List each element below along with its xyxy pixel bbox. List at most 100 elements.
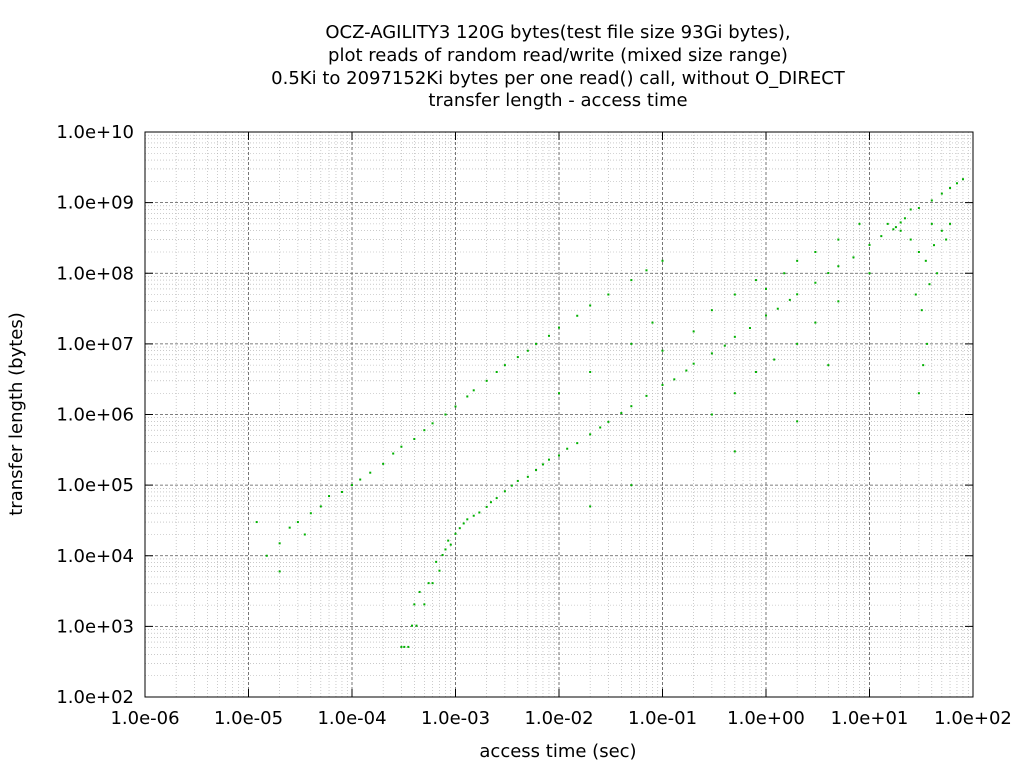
data-point	[478, 511, 481, 514]
data-point	[415, 624, 418, 627]
data-point	[589, 433, 592, 436]
data-point	[940, 229, 943, 232]
x-tick-label: 1.0e-06	[110, 708, 179, 729]
data-point	[886, 222, 889, 225]
data-point	[510, 484, 513, 487]
data-point	[914, 293, 917, 296]
data-point	[607, 293, 610, 296]
data-point	[765, 287, 767, 290]
data-point	[444, 413, 447, 416]
data-point	[796, 259, 799, 262]
x-tick-label: 1.0e+02	[934, 708, 1012, 729]
data-point	[423, 429, 426, 432]
data-point	[733, 392, 736, 395]
data-point	[909, 208, 912, 211]
data-point	[788, 298, 791, 301]
data-point	[526, 349, 529, 352]
data-point	[599, 426, 602, 429]
data-point	[827, 364, 830, 367]
data-point	[392, 452, 395, 455]
data-point	[403, 645, 406, 648]
data-points	[255, 178, 964, 648]
data-point	[503, 364, 506, 367]
data-point	[645, 394, 648, 397]
data-point	[423, 603, 426, 606]
data-point	[630, 342, 633, 345]
data-point	[933, 244, 936, 247]
data-point	[917, 250, 920, 253]
data-point	[454, 532, 457, 535]
data-point	[489, 501, 492, 504]
data-point	[576, 314, 579, 317]
data-point	[462, 522, 465, 525]
data-point	[651, 321, 654, 324]
y-axis-label: transfer length (bytes)	[6, 312, 27, 516]
data-point	[503, 490, 506, 493]
data-point	[516, 479, 519, 482]
data-point	[892, 228, 895, 231]
data-point	[435, 560, 438, 563]
x-tick-label: 1.0e-03	[421, 708, 490, 729]
y-axis-tick-labels: 1.0e+02 1.0e+03 1.0e+04 1.0e+05 1.0e+06 1.0e+…	[56, 122, 134, 708]
data-point	[754, 370, 757, 373]
data-point	[466, 518, 469, 521]
data-point	[710, 413, 713, 416]
data-point	[303, 533, 306, 536]
data-point	[920, 309, 923, 312]
data-point	[723, 344, 726, 347]
data-point	[917, 207, 920, 210]
data-point	[441, 554, 444, 557]
data-point	[278, 570, 281, 573]
data-point	[936, 272, 939, 275]
data-point	[837, 238, 840, 241]
data-point	[776, 307, 779, 310]
data-point	[645, 269, 648, 272]
data-point	[526, 475, 529, 478]
data-point	[837, 265, 840, 268]
y-tick-label: 1.0e+08	[56, 263, 134, 284]
data-point	[407, 645, 410, 648]
data-point	[630, 405, 633, 408]
data-point	[733, 450, 736, 453]
data-point	[773, 358, 776, 361]
y-tick-label: 1.0e+03	[56, 616, 134, 637]
data-point	[765, 314, 767, 317]
data-point	[535, 468, 538, 471]
data-point	[796, 342, 799, 345]
data-point	[400, 445, 403, 448]
data-point	[288, 526, 291, 529]
data-point	[796, 293, 799, 296]
data-point	[754, 279, 757, 282]
data-point	[928, 283, 931, 286]
data-point	[661, 259, 664, 262]
data-point	[858, 222, 861, 225]
x-axis-label: access time (sec)	[479, 741, 636, 762]
data-point	[837, 300, 840, 303]
title-line-4: transfer length - access time	[428, 90, 687, 111]
data-point	[413, 437, 416, 440]
data-point	[926, 342, 929, 345]
x-tick-label: 1.0e+00	[727, 708, 805, 729]
y-tick-label: 1.0e+02	[56, 687, 134, 708]
data-point	[852, 256, 855, 259]
data-point	[458, 527, 461, 530]
data-point	[814, 321, 817, 324]
data-point	[309, 512, 312, 515]
data-point	[351, 484, 353, 487]
data-point	[692, 362, 695, 365]
y-tick-label: 1.0e+06	[56, 405, 134, 426]
data-point	[589, 304, 592, 307]
data-point	[516, 356, 519, 359]
data-point	[661, 383, 664, 386]
data-point	[748, 327, 751, 330]
data-point	[418, 590, 421, 593]
data-point	[917, 392, 920, 395]
data-point	[566, 447, 569, 450]
data-point	[733, 335, 736, 338]
data-point	[576, 442, 579, 445]
data-point	[827, 272, 830, 275]
data-point	[255, 521, 258, 524]
data-point	[340, 490, 343, 493]
